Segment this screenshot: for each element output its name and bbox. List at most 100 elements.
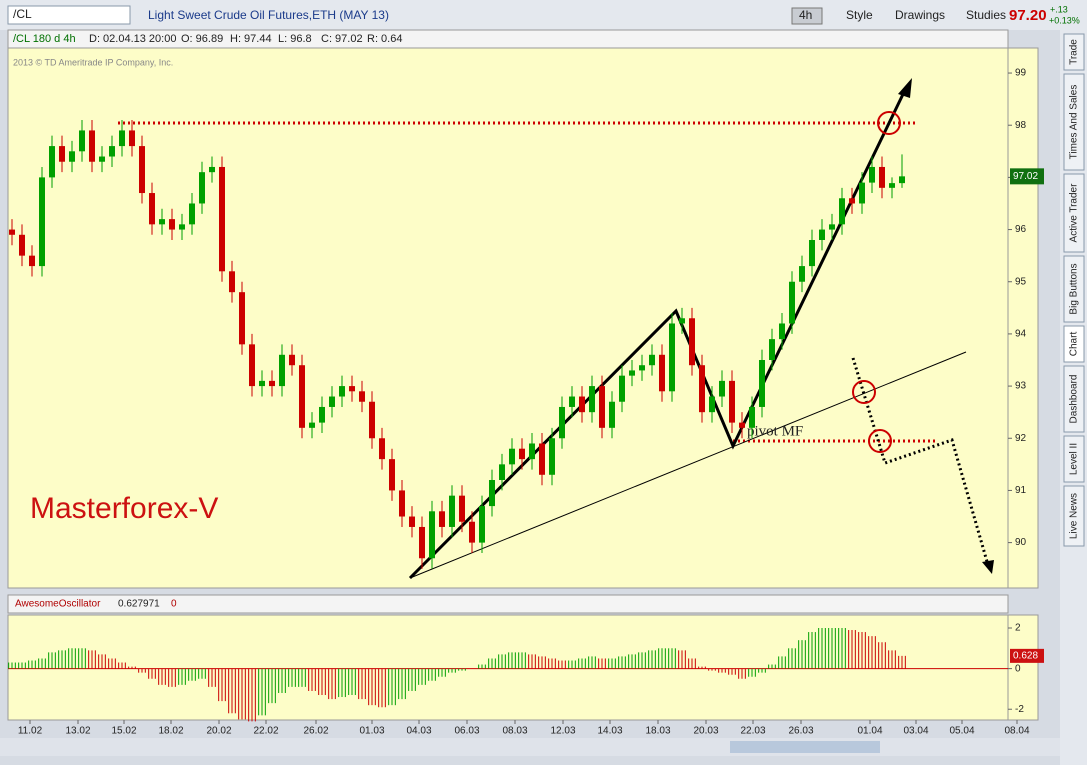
arrow-head [898, 78, 912, 98]
y-tick-label: 91 [1015, 485, 1027, 496]
candle-body [79, 130, 85, 152]
candle-body [529, 443, 535, 460]
candle-body [789, 281, 795, 324]
info-study: /CL 180 d 4h [13, 33, 76, 45]
candle-body [569, 396, 575, 407]
candle-body [659, 354, 665, 392]
candle-body [269, 380, 275, 387]
candle-body [129, 130, 135, 147]
candle-body [179, 224, 185, 230]
osc-header [7, 594, 1009, 614]
candle-body [399, 490, 405, 517]
candle-body [19, 234, 25, 256]
candle-body [339, 386, 345, 397]
sidebar-label: Active Trader [1069, 183, 1080, 243]
candle-body [689, 318, 695, 366]
candle-body [49, 146, 55, 178]
scrollbar[interactable] [0, 738, 1062, 756]
sidebar-tab[interactable] [1063, 73, 1085, 171]
candle-body [9, 229, 15, 235]
watermark: Masterforex-V [30, 492, 218, 525]
x-tick-label: 06.03 [454, 726, 479, 737]
candle-body [489, 480, 495, 507]
symbol-box[interactable] [7, 5, 131, 25]
candle-body [369, 401, 375, 439]
x-tick-label: 14.03 [597, 726, 622, 737]
sidebar-tab[interactable] [1063, 485, 1085, 547]
candle-body [309, 422, 315, 428]
candle-body [899, 176, 905, 184]
candle-body [459, 495, 465, 522]
candle-body [229, 271, 235, 293]
x-tick-label: 26.02 [303, 726, 328, 737]
candle-body [319, 406, 325, 423]
candle-body [519, 448, 525, 460]
last-price-box [1010, 168, 1044, 185]
candle-body [869, 166, 875, 183]
style-button[interactable]: Style [846, 8, 873, 22]
sidebar-tab[interactable] [1063, 173, 1085, 253]
x-tick-label: 11.02 [18, 726, 43, 737]
candle-body [819, 229, 825, 240]
period-button[interactable] [791, 7, 823, 25]
info-high: H: 97.44 [230, 33, 272, 45]
sidebar-label: Chart [1069, 332, 1080, 357]
candle-body [549, 438, 555, 475]
sidebar-tab[interactable] [1063, 435, 1085, 483]
period: 4h [799, 8, 812, 22]
candle-body [59, 146, 65, 162]
candle-body [749, 406, 755, 428]
sidebar-label: Big Buttons [1069, 263, 1080, 314]
candle-body [199, 172, 205, 204]
studies-button[interactable]: Studies [966, 8, 1006, 22]
scroll-thumb[interactable] [730, 741, 880, 753]
sidebar-tab[interactable] [1063, 325, 1085, 363]
price-axis [1007, 47, 1039, 589]
candle-body [649, 354, 655, 366]
last-price-label: 97.02 [1013, 171, 1038, 182]
sidebar-tab[interactable] [1063, 255, 1085, 323]
y-tick-label: 95 [1015, 276, 1027, 287]
candle-body [629, 370, 635, 376]
sidebar-tab[interactable] [1063, 365, 1085, 433]
forecast-line [851, 357, 990, 566]
sidebar-tab[interactable] [1063, 33, 1085, 71]
x-tick-label: 08.03 [502, 726, 527, 737]
x-tick-label: 20.03 [693, 726, 718, 737]
arrow-head [982, 560, 994, 574]
candle-body [589, 386, 595, 413]
x-tick-label: 08.04 [1004, 726, 1029, 737]
sidebar-label: Live News [1069, 493, 1080, 539]
y-tick-label: 98 [1015, 120, 1027, 131]
x-tick-label: 20.02 [206, 726, 231, 737]
candle-body [109, 146, 115, 157]
candle-body [329, 396, 335, 407]
candle-body [89, 130, 95, 162]
candle-body [439, 511, 445, 527]
candle-body [409, 516, 415, 527]
candle-body [169, 219, 175, 230]
drawings-button[interactable]: Drawings [895, 8, 945, 22]
x-tick-label: 13.02 [65, 726, 90, 737]
sidebar-label: Times And Sales [1069, 85, 1080, 160]
candle-body [809, 240, 815, 267]
y-tick-label: 99 [1015, 68, 1027, 79]
candle-body [679, 318, 685, 324]
x-tick-label: 04.03 [406, 726, 431, 737]
candle-body [799, 266, 805, 282]
candle-body [849, 198, 855, 204]
candle-body [619, 375, 625, 402]
candle-body [739, 422, 745, 428]
candle-body [259, 380, 265, 387]
y-tick-label: 90 [1015, 537, 1027, 548]
x-tick-label: 15.02 [111, 726, 136, 737]
candle-body [279, 354, 285, 387]
candle-body [419, 526, 425, 559]
candle-body [69, 151, 75, 162]
candle-body [249, 344, 255, 387]
toolbar [0, 0, 1087, 30]
sidebar-label: Level II [1069, 443, 1080, 475]
candle-body [379, 438, 385, 460]
candle-body [479, 506, 485, 543]
candle-body [559, 406, 565, 439]
